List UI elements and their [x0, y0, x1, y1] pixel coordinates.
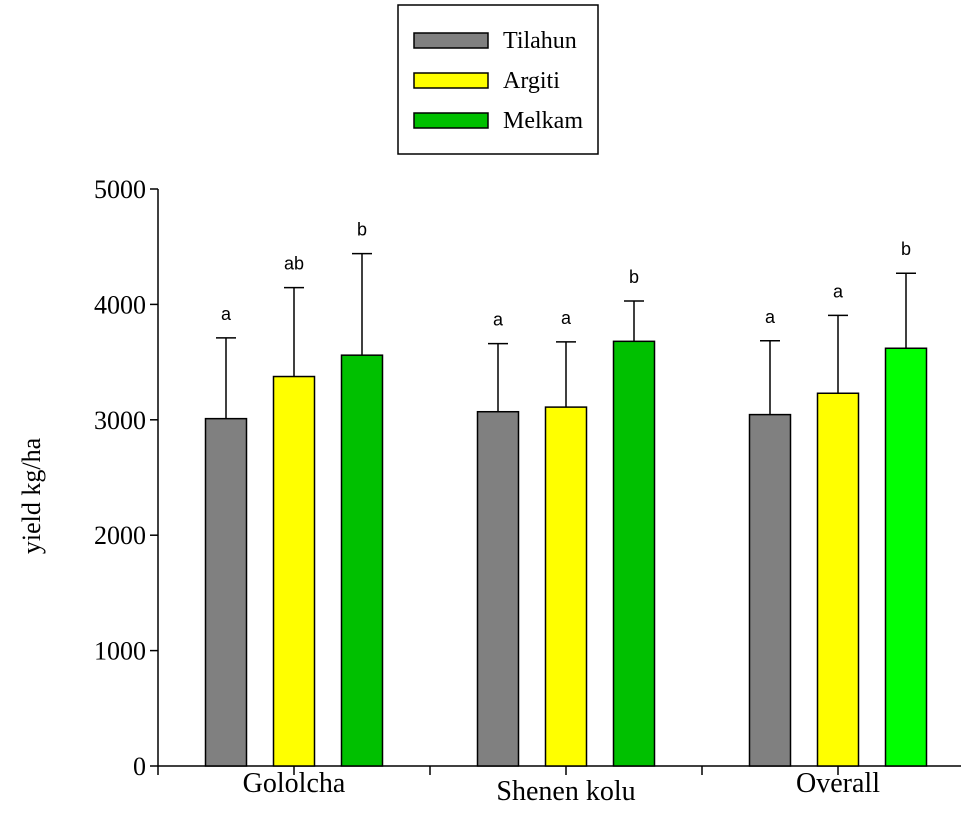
axes: 0 1000 2000 3000 4000 5000 Gololcha Shenen kolu… [94, 175, 961, 807]
legend-label: Tilahun [503, 28, 577, 54]
bar-tilahun [204, 417, 248, 767]
significance-letter: a [221, 304, 232, 324]
legend-swatch [413, 72, 489, 89]
legend-swatch [413, 32, 489, 49]
significance-letter: b [629, 267, 639, 287]
significance-letter: b [901, 239, 911, 259]
legend-label: Melkam [503, 108, 583, 134]
bar-tilahun [748, 413, 792, 767]
significance-letter: a [765, 307, 776, 327]
y-tick-label: 3000 [94, 406, 146, 435]
bar-tilahun [476, 410, 520, 767]
x-tick-label: Gololcha [243, 768, 346, 799]
y-axis-label: yield kg/ha [17, 437, 46, 554]
y-tick-label: 0 [133, 752, 146, 781]
y-tick-label: 1000 [94, 637, 146, 666]
y-tick-label: 2000 [94, 521, 146, 550]
y-tick-label: 5000 [94, 175, 146, 204]
x-tick-label: Overall [796, 768, 880, 799]
legend-label: Argiti [503, 68, 560, 94]
bar-argiti [272, 375, 316, 767]
significance-letter: a [561, 308, 572, 328]
legend: Tilahun Argiti Melkam [397, 4, 599, 155]
bar-melkam [340, 354, 384, 767]
bar-melkam [612, 340, 656, 767]
legend-swatch [413, 112, 489, 129]
significance-letter: ab [284, 254, 304, 274]
bar-argiti [816, 392, 860, 767]
y-tick-label: 4000 [94, 290, 146, 319]
x-tick-label: Shenen kolu [496, 776, 635, 807]
bar-melkam [884, 347, 928, 767]
significance-letter: b [357, 220, 367, 240]
significance-letter: a [493, 310, 504, 330]
significance-letter: a [833, 281, 844, 301]
bar-argiti [544, 406, 588, 767]
